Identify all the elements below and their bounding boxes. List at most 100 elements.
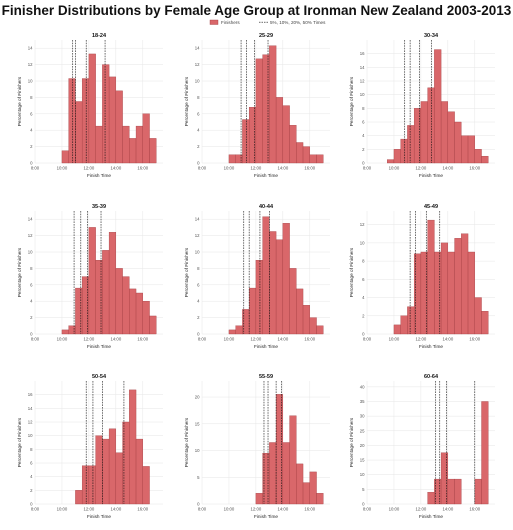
x-axis-label: Finish Time (87, 173, 111, 178)
histogram-bar (95, 435, 103, 505)
y-tick-label: 16 (28, 392, 33, 397)
y-tick-label: 0 (30, 502, 33, 507)
y-tick-label: 12 (195, 62, 200, 67)
x-tick-label: 12:00 (416, 507, 427, 512)
histogram-bar (474, 149, 482, 164)
histogram-bar (115, 90, 123, 164)
y-tick-label: 2 (362, 147, 365, 152)
y-tick-label: 10 (360, 472, 365, 477)
histogram-bar (461, 135, 469, 164)
y-tick-label: 8 (362, 106, 365, 111)
y-axis-label: Percentage of Finishers (184, 247, 189, 297)
histogram-bar (68, 325, 76, 335)
histogram-bar (135, 292, 143, 335)
histogram-bar (142, 301, 150, 335)
panel-60-64: 60-64 0 5 10 15 20 25 30 35 40 8:00 10:00 12:00 14:00… (349, 374, 495, 519)
x-tick-label: 16:00 (304, 507, 315, 512)
x-tick-label: 16:00 (469, 337, 480, 342)
x-tick-label: 10:00 (57, 166, 68, 171)
panel-title: 40-44 (259, 204, 274, 210)
histogram-bar (420, 251, 428, 335)
histogram-bar (255, 493, 263, 505)
y-tick-label: 40 (360, 384, 365, 389)
histogram-bar (75, 490, 83, 505)
panel-title: 55-59 (259, 374, 273, 380)
y-tick-label: 6 (30, 282, 33, 287)
x-tick-label: 12:00 (251, 507, 262, 512)
x-tick-label: 16:00 (469, 166, 480, 171)
y-tick-label: 12 (195, 233, 200, 238)
histogram-bar (454, 238, 462, 335)
y-tick-label: 30 (360, 414, 365, 419)
histogram-bar (282, 223, 290, 335)
histogram-bar (108, 428, 117, 505)
histogram-bar (102, 64, 110, 164)
histogram-bar (269, 45, 277, 164)
histogram-bar (81, 276, 90, 335)
y-tick-label: 14 (28, 46, 33, 51)
y-tick-label: 16 (360, 51, 365, 56)
histogram-bar (454, 478, 462, 505)
y-tick-label: 6 (362, 120, 365, 125)
histogram-bar (289, 415, 297, 505)
y-tick-label: 2 (197, 144, 200, 149)
histogram-bar (309, 154, 317, 164)
y-tick-label: 6 (30, 111, 33, 116)
y-tick-label: 4 (362, 133, 365, 138)
panel-title: 60-64 (424, 374, 439, 380)
histogram-bar (122, 421, 130, 505)
y-axis-label: Percentage of Finishers (17, 417, 22, 467)
y-tick-label: 4 (30, 128, 33, 133)
legend: Finishers 5%, 10%, 20%, 50% Times (209, 19, 326, 25)
legend-line-label: 5%, 10%, 20%, 50% Times (270, 20, 326, 25)
y-tick-label: 12 (360, 79, 365, 84)
y-tick-label: 5 (362, 487, 365, 492)
histogram-bar (309, 317, 317, 335)
x-tick-label: 8:00 (31, 507, 40, 512)
y-tick-label: 8 (197, 266, 200, 271)
histogram-bar (228, 154, 236, 164)
histogram-bar (81, 465, 90, 505)
x-tick-label: 14:00 (277, 507, 288, 512)
histogram-bar (400, 315, 408, 335)
x-tick-label: 16:00 (137, 166, 148, 171)
histogram-bar (108, 76, 117, 164)
x-tick-label: 14:00 (442, 337, 453, 342)
y-tick-label: 8 (30, 95, 33, 100)
panel-45-49: 45-49 0 2 4 6 8 10 12 8:00 10:00 12:00 14:00 16:00 Fi… (349, 204, 495, 349)
histogram-bar (474, 297, 482, 335)
x-axis-label: Finish Time (254, 173, 278, 178)
histogram-bar (122, 276, 130, 335)
histogram-bar (275, 394, 284, 505)
x-tick-label: 14:00 (277, 166, 288, 171)
y-axis-label: Percentage of Finishers (17, 247, 22, 297)
histogram-bar (481, 155, 489, 164)
y-tick-label: 12 (360, 222, 365, 227)
y-tick-label: 0 (30, 161, 33, 166)
y-tick-label: 14 (28, 217, 33, 222)
histogram-bar (440, 101, 449, 164)
y-tick-label: 6 (30, 461, 33, 466)
histogram-bar (434, 478, 442, 505)
y-axis-label: Percentage of Finishers (184, 417, 189, 467)
histogram-bar (129, 389, 137, 505)
y-tick-label: 8 (30, 266, 33, 271)
histogram-bar (302, 482, 310, 505)
histogram-bar (115, 452, 123, 505)
y-tick-label: 0 (30, 332, 33, 337)
y-tick-label: 2 (197, 315, 200, 320)
histogram-bar (81, 78, 90, 164)
histogram-bar (88, 53, 96, 164)
histogram-bar (316, 493, 324, 505)
histogram-bar (275, 97, 284, 164)
histogram-bar (88, 465, 96, 505)
panels: 18-24 0 2 4 6 8 10 12 14 8:00 10:00 12:00 14:00 16:00… (17, 33, 495, 519)
histogram-bar (149, 138, 157, 164)
y-tick-label: 10 (28, 250, 33, 255)
y-axis-label: Percentage of Finishers (349, 76, 354, 126)
histogram-bar (316, 154, 324, 164)
y-axis-label: Percentage of Finishers (349, 247, 354, 297)
panel-title: 35-39 (92, 204, 106, 210)
histogram-bar (129, 288, 137, 335)
y-tick-label: 12 (28, 62, 33, 67)
